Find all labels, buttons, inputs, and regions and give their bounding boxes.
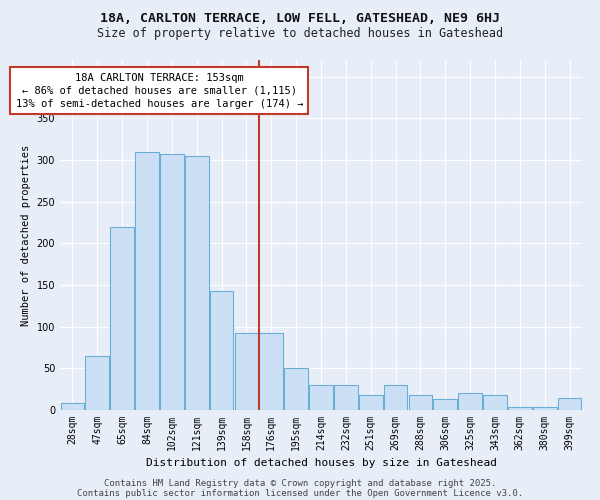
Bar <box>210 291 233 410</box>
Text: 18A, CARLTON TERRACE, LOW FELL, GATESHEAD, NE9 6HJ: 18A, CARLTON TERRACE, LOW FELL, GATESHEA… <box>100 12 500 26</box>
Bar <box>284 368 308 410</box>
X-axis label: Distribution of detached houses by size in Gateshead: Distribution of detached houses by size … <box>146 458 497 468</box>
Bar <box>85 356 109 410</box>
Bar <box>185 156 209 410</box>
Text: Size of property relative to detached houses in Gateshead: Size of property relative to detached ho… <box>97 28 503 40</box>
Bar <box>384 385 407 410</box>
Bar <box>334 385 358 410</box>
Text: Contains HM Land Registry data © Crown copyright and database right 2025.: Contains HM Land Registry data © Crown c… <box>104 478 496 488</box>
Text: 18A CARLTON TERRACE: 153sqm
← 86% of detached houses are smaller (1,115)
13% of : 18A CARLTON TERRACE: 153sqm ← 86% of det… <box>16 72 303 109</box>
Bar <box>259 334 283 410</box>
Bar <box>409 395 432 410</box>
Bar <box>433 399 457 410</box>
Bar <box>235 334 258 410</box>
Text: Contains public sector information licensed under the Open Government Licence v3: Contains public sector information licen… <box>77 488 523 498</box>
Bar <box>309 385 333 410</box>
Bar <box>558 398 581 410</box>
Bar <box>359 395 383 410</box>
Bar <box>508 406 532 410</box>
Bar <box>160 154 184 410</box>
Bar <box>110 226 134 410</box>
Y-axis label: Number of detached properties: Number of detached properties <box>21 144 31 326</box>
Bar <box>483 395 507 410</box>
Bar <box>135 152 159 410</box>
Bar <box>533 406 557 410</box>
Bar <box>458 394 482 410</box>
Bar <box>61 404 84 410</box>
